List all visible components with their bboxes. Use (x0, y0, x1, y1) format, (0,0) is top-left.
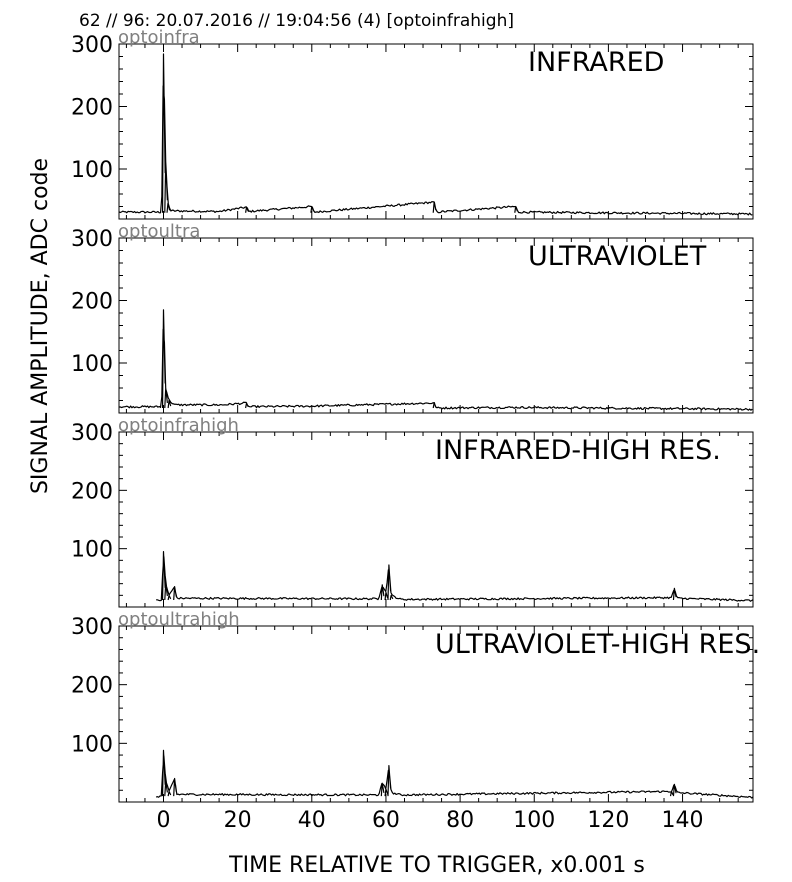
y-tick-label: 100 (71, 352, 113, 377)
x-tick-label: 120 (587, 808, 629, 833)
channel-label: optoultrahigh (118, 609, 240, 630)
panel-title: ULTRAVIOLET (528, 241, 707, 272)
panel-title: INFRARED (528, 47, 664, 78)
y-tick-label: 300 (71, 227, 113, 252)
panel-optoultra: 100 200 300 optoultra ULTRAVIOLET (71, 221, 754, 414)
y-tick-label: 300 (71, 615, 113, 640)
channel-label: optoinfra (118, 27, 200, 48)
x-tick-label: 40 (298, 808, 326, 833)
signal-trace (155, 749, 754, 799)
channel-label: optoultra (118, 221, 200, 242)
x-tick-label: 60 (372, 808, 400, 833)
channel-label: optoinfrahigh (118, 415, 239, 436)
x-axis-label: TIME RELATIVE TO TRIGGER, x0.001 s (228, 853, 645, 878)
figure-header: 62 // 96: 20.07.2016 // 19:04:56 (4) [op… (79, 11, 514, 31)
x-tick-label: 20 (224, 808, 252, 833)
panel-optoinfrahigh: 100 200 300 optoinfrahigh INFRARED-HIGH RES. (71, 415, 754, 608)
plot-frame (118, 625, 754, 803)
y-axis-label: SIGNAL AMPLITUDE, ADC code (28, 158, 53, 494)
x-tick-label: 100 (513, 808, 555, 833)
y-tick-label: 200 (71, 290, 113, 315)
y-tick-label: 100 (71, 538, 113, 563)
y-tick-label: 200 (71, 674, 113, 699)
y-tick-label: 100 (71, 732, 113, 757)
signal-trace (156, 550, 754, 602)
y-tick-label: 100 (71, 158, 113, 183)
y-tick-label: 200 (71, 479, 113, 504)
y-tick-label: 300 (71, 33, 113, 58)
x-tick-label: 80 (446, 808, 474, 833)
panel-title: ULTRAVIOLET-HIGH RES. (435, 629, 760, 660)
signal-trace (118, 309, 753, 411)
x-tick-label: 140 (662, 808, 704, 833)
panel-optoultrahigh: 100 200 300 0 20 40 60 80 100 120 140 optoultrahigh… (71, 609, 760, 833)
x-tick-label: 0 (156, 808, 170, 833)
y-tick-label: 300 (71, 421, 113, 446)
plot-frame (118, 431, 754, 608)
signal-trace (118, 53, 753, 216)
panel-title: INFRARED-HIGH RES. (435, 435, 721, 466)
y-tick-label: 200 (71, 96, 113, 121)
panel-optoinfra: 100 200 300 optoinfra INFRARED (71, 27, 754, 220)
